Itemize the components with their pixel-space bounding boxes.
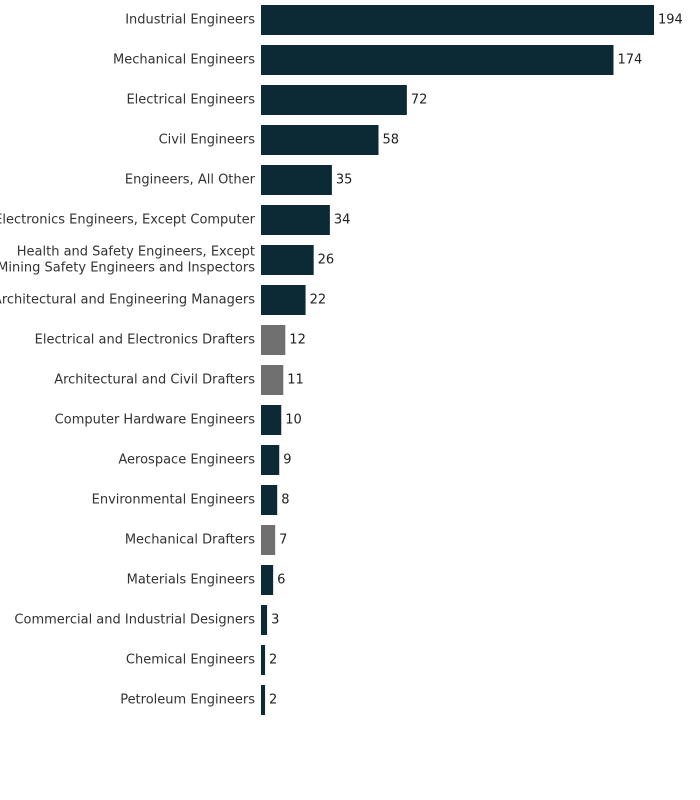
data-label: 174	[617, 53, 642, 68]
data-label: 26	[318, 253, 335, 268]
bar	[261, 125, 379, 155]
category-label: Electrical Engineers	[126, 93, 255, 108]
bar	[261, 285, 306, 315]
bar	[261, 325, 286, 355]
bars-group: 194 Industrial Engineers 174 Mechanical Eng…	[0, 5, 683, 715]
category-label-line: Materials Engineers	[127, 573, 256, 588]
data-label: 2	[269, 653, 277, 668]
bar	[261, 645, 266, 675]
category-label-line: Mining Safety Engineers and Inspectors	[0, 261, 255, 276]
bar	[261, 565, 274, 595]
data-label: 22	[310, 293, 327, 308]
data-label: 6	[277, 573, 285, 588]
category-label-line: Health and Safety Engineers, Except	[17, 245, 255, 260]
data-label: 8	[281, 493, 289, 508]
category-label-line: Mechanical Engineers	[113, 53, 255, 68]
data-label: 2	[269, 693, 277, 708]
category-label-line: Industrial Engineers	[125, 13, 255, 28]
bar	[261, 605, 268, 635]
category-label-line: Mechanical Drafters	[125, 533, 255, 548]
data-label: 10	[285, 413, 302, 428]
category-label: Commercial and Industrial Designers	[14, 613, 255, 628]
category-label-line: Computer Hardware Engineers	[55, 413, 256, 428]
category-label: Electrical and Electronics Drafters	[35, 333, 256, 348]
data-label: 35	[336, 173, 353, 188]
category-label: Engineers, All Other	[125, 173, 256, 188]
category-label: Chemical Engineers	[126, 653, 255, 668]
category-label: Architectural and Engineering Managers	[0, 293, 255, 308]
bar	[261, 85, 407, 115]
data-label: 11	[287, 373, 304, 388]
category-label-line: Architectural and Engineering Managers	[0, 293, 255, 308]
bar	[261, 525, 276, 555]
category-label-line: Chemical Engineers	[126, 653, 255, 668]
category-label-line: Electrical Engineers	[126, 93, 255, 108]
data-label: 9	[283, 453, 291, 468]
bar	[261, 365, 284, 395]
category-label: Industrial Engineers	[125, 13, 255, 28]
bar	[261, 205, 330, 235]
category-label-line: Petroleum Engineers	[120, 693, 255, 708]
category-label-line: Electrical and Electronics Drafters	[35, 333, 256, 348]
bar	[261, 45, 614, 75]
data-label: 12	[289, 333, 306, 348]
category-label: Electronics Engineers, Except Computer	[0, 213, 256, 228]
data-label: 34	[334, 213, 351, 228]
category-label: Aerospace Engineers	[118, 453, 255, 468]
category-label-line: Architectural and Civil Drafters	[54, 373, 255, 388]
bar	[261, 245, 314, 275]
bar	[261, 405, 282, 435]
data-label: 7	[279, 533, 287, 548]
category-label: Mechanical Engineers	[113, 53, 255, 68]
category-label: Health and Safety Engineers, Except Minin…	[0, 245, 255, 276]
category-label: Architectural and Civil Drafters	[54, 373, 255, 388]
category-label-line: Electronics Engineers, Except Computer	[0, 213, 256, 228]
category-label: Computer Hardware Engineers	[55, 413, 256, 428]
category-label-line: Civil Engineers	[159, 133, 256, 148]
category-label: Environmental Engineers	[92, 493, 256, 508]
bar	[261, 685, 266, 715]
category-label: Mechanical Drafters	[125, 533, 255, 548]
category-label: Petroleum Engineers	[120, 693, 255, 708]
category-label-line: Engineers, All Other	[125, 173, 256, 188]
category-label: Materials Engineers	[127, 573, 256, 588]
category-label-line: Environmental Engineers	[92, 493, 256, 508]
category-label-line: Commercial and Industrial Designers	[14, 613, 255, 628]
bar	[261, 485, 278, 515]
data-label: 58	[382, 133, 399, 148]
bar	[261, 445, 280, 475]
data-label: 72	[411, 93, 428, 108]
bar	[261, 165, 332, 195]
data-label: 194	[658, 13, 683, 28]
category-label-line: Aerospace Engineers	[118, 453, 255, 468]
category-label: Civil Engineers	[159, 133, 256, 148]
bar	[261, 5, 654, 35]
data-label: 3	[271, 613, 279, 628]
